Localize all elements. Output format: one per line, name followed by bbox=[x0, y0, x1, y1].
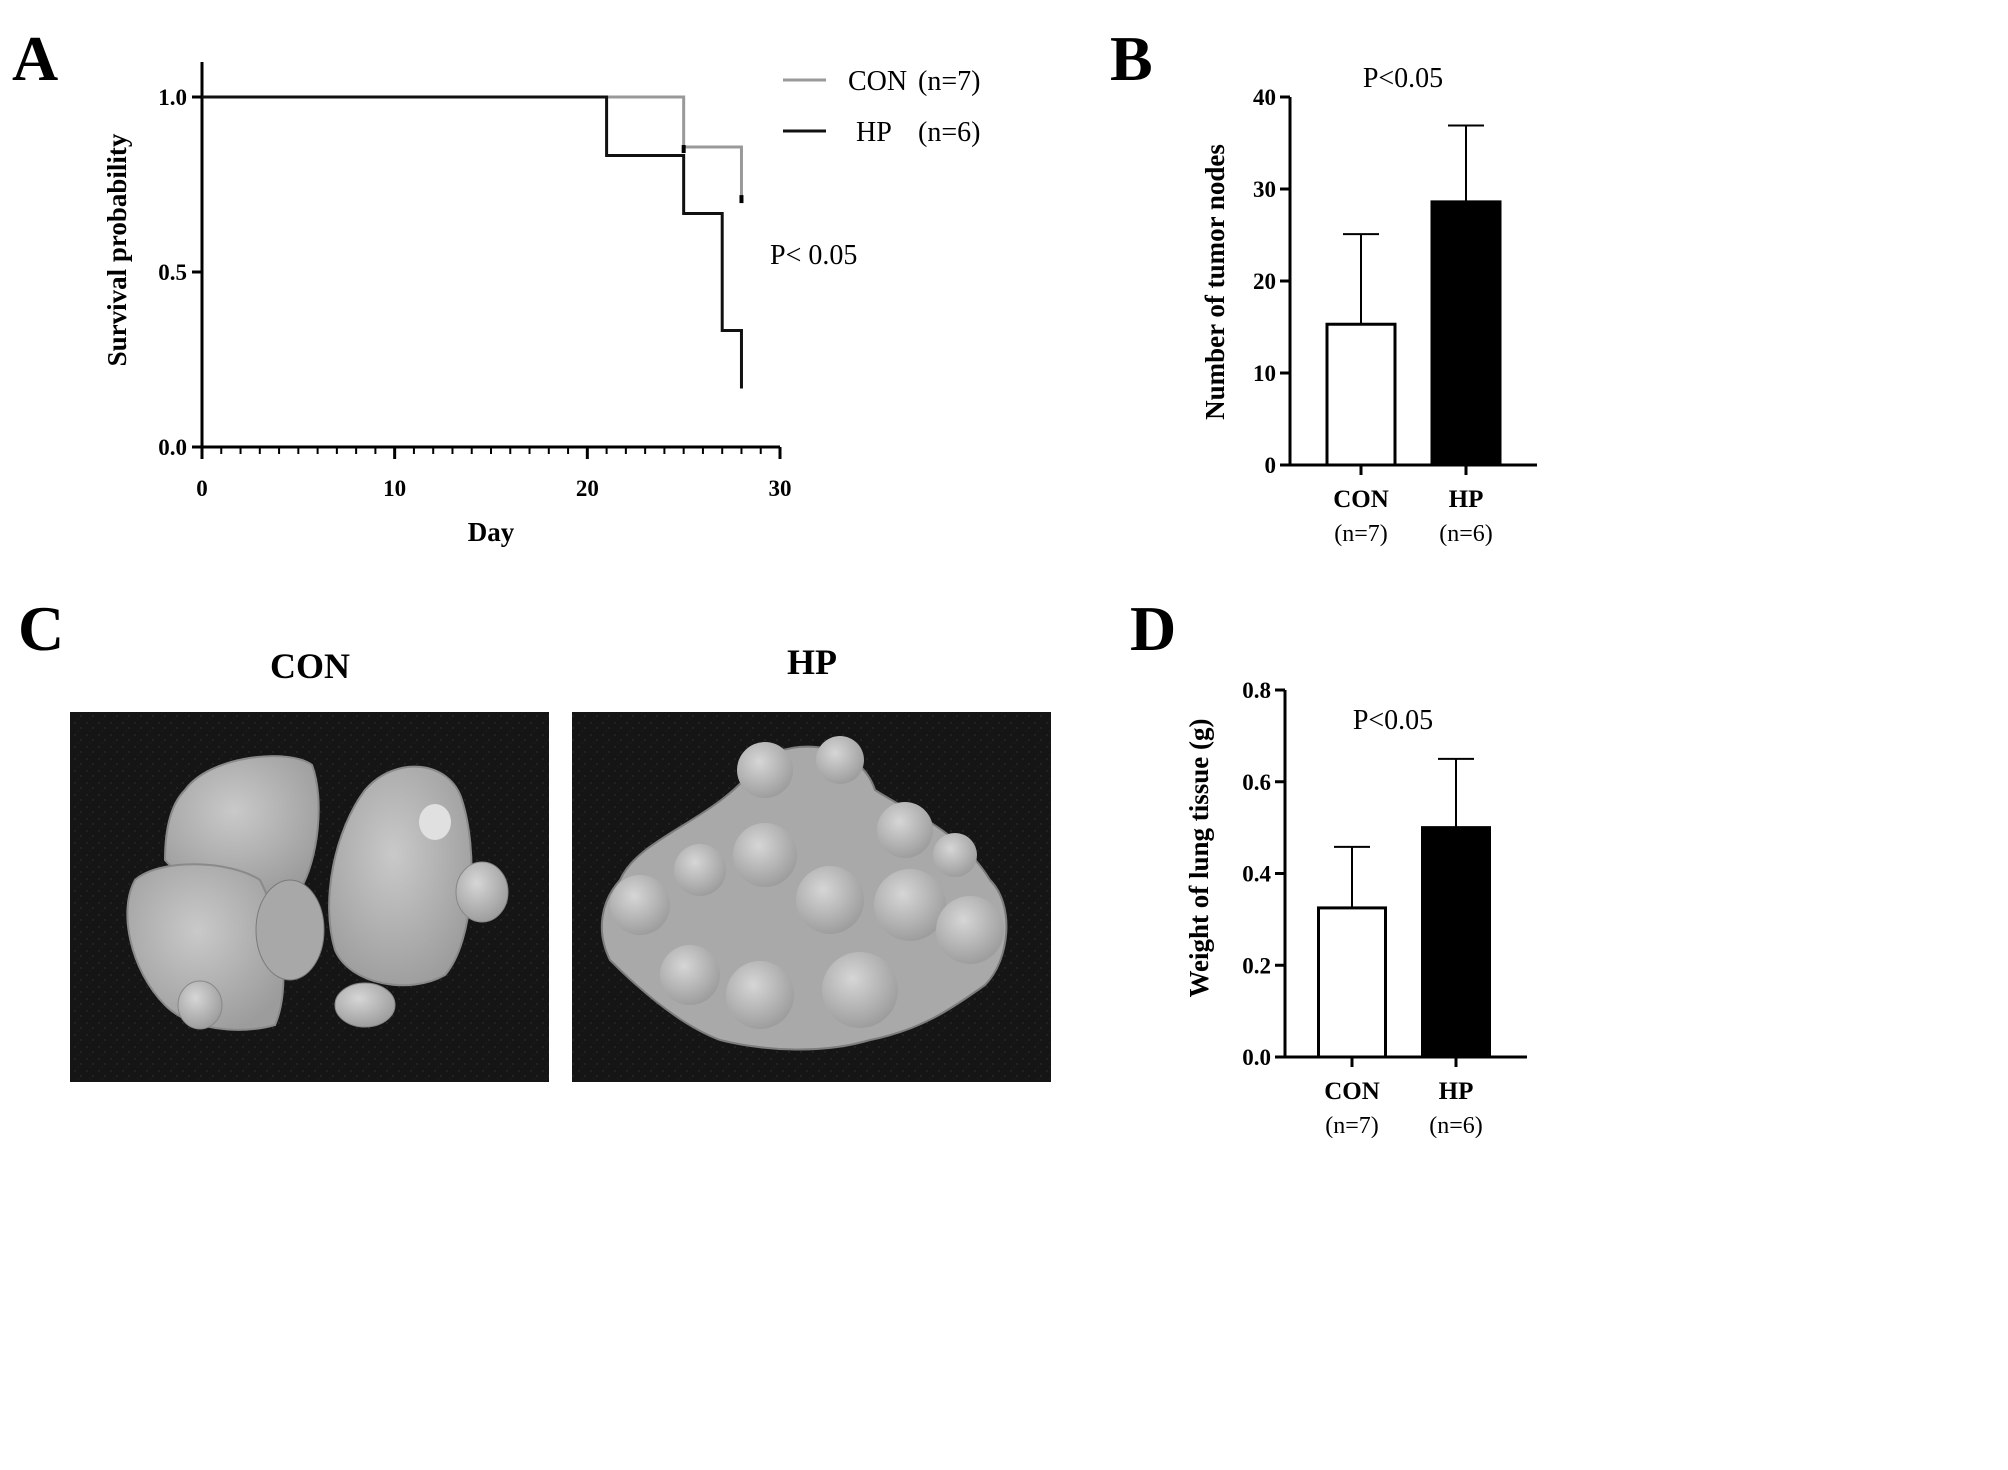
hp-nodule-5 bbox=[733, 823, 797, 887]
hp-nodule-8 bbox=[936, 896, 1004, 964]
survival-curve-hp bbox=[202, 95, 743, 389]
photo-hp-lung bbox=[572, 712, 1051, 1082]
hp-nodule-3 bbox=[610, 875, 670, 935]
legend-n-hp: (n=6) bbox=[918, 117, 980, 148]
legend-label-con: CON bbox=[848, 66, 907, 97]
tumor-nodes-bar-con bbox=[1325, 322, 1397, 467]
con-nodule-2 bbox=[455, 861, 509, 923]
hp-nodule-2 bbox=[816, 736, 864, 784]
hp-nodule-13 bbox=[933, 833, 977, 877]
tumor-nodes-category-n: (n=7) bbox=[1334, 521, 1388, 547]
survival-chart: 0.0 0.5 1.0 0 10 20 30 bbox=[158, 62, 792, 501]
tumor-nodes-y-tick-label: 10 bbox=[1253, 361, 1276, 386]
panel-label-d: D bbox=[1130, 593, 1176, 664]
tumor-nodes-category-label: CON bbox=[1333, 486, 1389, 513]
tumor-nodes-y-tick-label: 20 bbox=[1253, 269, 1276, 294]
legend-n-con: (n=7) bbox=[918, 66, 980, 97]
survival-x-tick-label: 20 bbox=[576, 476, 599, 501]
panel-label-a: A bbox=[12, 23, 58, 94]
hp-nodule-9 bbox=[877, 802, 933, 858]
con-nodule-4 bbox=[334, 982, 396, 1028]
lung-weight-bar-con bbox=[1317, 906, 1387, 1059]
tumor-nodes-y-tick-label: 0 bbox=[1265, 453, 1277, 478]
survival-curve-con bbox=[202, 95, 743, 198]
hp-nodule-6 bbox=[796, 866, 864, 934]
survival-p-value: P< 0.05 bbox=[770, 240, 857, 271]
tumor-nodes-chart: 0 10 20 30 40 CON (n=7) HP (n=6) bbox=[1253, 85, 1537, 547]
tumor-nodes-category-n: (n=6) bbox=[1439, 521, 1493, 547]
survival-y-axis-title: Survival probability bbox=[102, 133, 132, 366]
con-lower-left-lobe bbox=[126, 863, 285, 1031]
lung-weight-y-axis-title: Weight of lung tissue (g) bbox=[1184, 718, 1214, 997]
lung-weight-y-tick-label: 0.0 bbox=[1242, 1045, 1271, 1070]
lung-weight-y-tick-label: 0.4 bbox=[1242, 862, 1271, 887]
survival-y-tick-label: 0.5 bbox=[158, 260, 187, 285]
panel-label-b: B bbox=[1110, 23, 1153, 94]
tumor-nodes-bar-hp bbox=[1430, 200, 1502, 467]
survival-x-tick-label: 30 bbox=[769, 476, 792, 501]
lung-weight-category-label: HP bbox=[1439, 1078, 1474, 1105]
survival-y-tick-label: 1.0 bbox=[158, 85, 187, 110]
lung-weight-y-tick-label: 0.6 bbox=[1242, 770, 1271, 795]
hp-nodule-7 bbox=[874, 869, 946, 941]
tumor-nodes-y-tick-label: 30 bbox=[1253, 177, 1276, 202]
lung-weight-y-tick-label: 0.8 bbox=[1242, 678, 1271, 703]
panel-label-c: C bbox=[18, 593, 64, 664]
lung-weight-chart: 0.0 0.2 0.4 0.6 0.8 CON (n=7) HP (n=6) bbox=[1242, 678, 1527, 1139]
survival-y-tick-label: 0.0 bbox=[158, 435, 187, 460]
lung-weight-bar-hp bbox=[1421, 826, 1491, 1059]
tumor-nodes-y-axis-title: Number of tumor nodes bbox=[1200, 144, 1230, 420]
con-mediastinum bbox=[255, 879, 325, 981]
hp-nodule-11 bbox=[726, 961, 794, 1029]
tumor-nodes-category-label: HP bbox=[1449, 486, 1484, 513]
photo-title-hp: HP bbox=[787, 642, 837, 682]
figure-canvas: A 0.00.51.00 10 20 30 Survival probability … bbox=[12, 23, 1537, 1139]
tumor-nodes-y-tick-label: 40 bbox=[1253, 85, 1276, 110]
photo-con-lung bbox=[70, 712, 549, 1082]
con-nodule-1 bbox=[419, 804, 451, 840]
hp-nodule-12 bbox=[660, 945, 720, 1005]
lung-weight-category-label: CON bbox=[1324, 1078, 1380, 1105]
survival-x-axis-title: Day bbox=[468, 517, 515, 547]
photo-title-con: CON bbox=[270, 646, 350, 686]
lung-weight-category-n: (n=7) bbox=[1325, 1113, 1379, 1139]
legend-label-hp: HP bbox=[856, 117, 892, 148]
survival-x-tick-label: 10 bbox=[383, 476, 406, 501]
con-nodule-3 bbox=[177, 980, 223, 1030]
hp-nodule-4 bbox=[674, 844, 726, 896]
lung-weight-p-value: P<0.05 bbox=[1353, 705, 1433, 736]
survival-x-tick-label: 0 bbox=[196, 476, 208, 501]
hp-nodule-10 bbox=[822, 952, 898, 1028]
lung-weight-category-n: (n=6) bbox=[1429, 1113, 1483, 1139]
hp-nodule-1 bbox=[737, 742, 793, 798]
tumor-nodes-p-value: P<0.05 bbox=[1363, 63, 1443, 94]
lung-weight-y-tick-label: 0.2 bbox=[1242, 953, 1271, 978]
